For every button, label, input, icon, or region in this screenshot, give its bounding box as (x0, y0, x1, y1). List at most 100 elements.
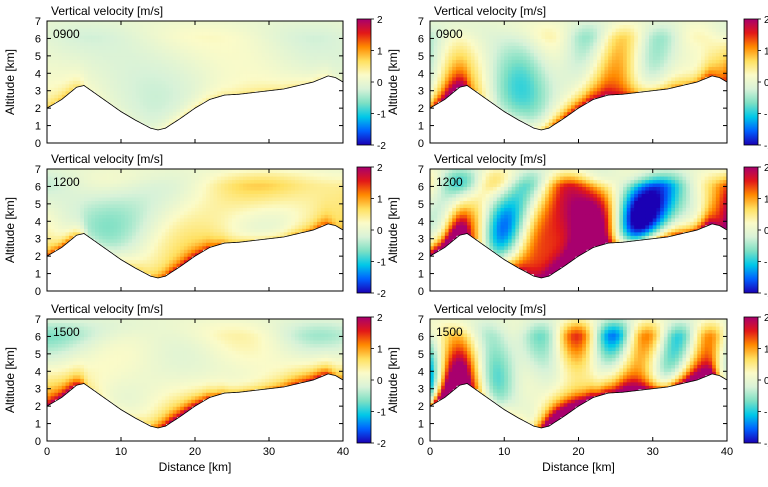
heatmap-cell (515, 38, 520, 43)
heatmap-cell (287, 55, 292, 60)
heatmap-cell (91, 87, 96, 92)
heatmap-cell (269, 76, 274, 81)
heatmap-cell (246, 76, 252, 81)
heatmap-cell (69, 235, 74, 240)
heatmap-cell (154, 115, 159, 120)
heatmap-cell (235, 69, 240, 74)
heatmap-cell (132, 242, 137, 247)
heatmap-cell (158, 193, 163, 198)
heatmap-cell (91, 41, 96, 46)
heatmap-cell (437, 31, 442, 36)
heatmap-cell (496, 24, 502, 29)
heatmap-cell (600, 55, 606, 60)
heatmap-cell (58, 27, 63, 33)
heatmap-cell (261, 41, 266, 46)
heatmap-cell (541, 94, 546, 99)
heatmap-cell (589, 62, 594, 67)
heatmap-cell (213, 228, 218, 233)
heatmap-cell (106, 175, 111, 181)
heatmap-cell (294, 45, 300, 50)
heatmap-cell (637, 59, 643, 64)
heatmap-cell (437, 41, 442, 46)
heatmap-cell (444, 41, 450, 46)
heatmap-cell (265, 76, 270, 81)
heatmap-cell (522, 55, 528, 60)
heatmap-cell (61, 90, 67, 95)
heatmap-cell (294, 21, 300, 26)
heatmap-cell (143, 179, 148, 184)
heatmap-cell (128, 73, 133, 78)
heatmap-cell (530, 104, 535, 109)
heatmap-cell (69, 217, 74, 222)
heatmap-cell (597, 38, 602, 43)
heatmap-cell (146, 24, 152, 29)
heatmap-cell (121, 193, 126, 198)
heatmap-cell (143, 245, 148, 250)
heatmap-cell (206, 228, 211, 233)
heatmap-cell (339, 62, 343, 67)
heatmap-cell (106, 214, 111, 219)
heatmap-cell (195, 87, 200, 92)
heatmap-cell (533, 125, 539, 130)
heatmap-cell (202, 31, 207, 36)
heatmap-cell (217, 45, 222, 50)
heatmap-cell (232, 203, 237, 208)
heatmap-cell (496, 41, 502, 46)
heatmap-cell (556, 104, 561, 109)
heatmap-cell (165, 122, 170, 127)
heatmap-cell (630, 31, 635, 36)
heatmap-cell (250, 45, 255, 50)
heatmap-cell (552, 38, 557, 43)
heatmap-cell (213, 41, 218, 46)
heatmap-cell (320, 66, 326, 71)
heatmap-cell (195, 101, 200, 106)
heatmap-cell (124, 249, 129, 254)
heatmap-cell (95, 83, 100, 88)
heatmap-cell (84, 221, 89, 226)
heatmap-cell (519, 59, 524, 64)
heatmap-cell (158, 221, 163, 226)
heatmap-cell (102, 21, 107, 26)
heatmap-cell (533, 48, 539, 53)
heatmap-cell (232, 90, 237, 95)
heatmap-cell (280, 48, 285, 53)
heatmap-cell (172, 73, 178, 78)
heatmap-cell (76, 207, 81, 212)
heatmap-cell (132, 111, 137, 116)
heatmap-cell (84, 80, 89, 85)
heatmap-cell (102, 169, 107, 174)
heatmap-cell (106, 21, 111, 26)
heatmap-cell (172, 97, 178, 102)
heatmap-cell (109, 87, 115, 92)
heatmap-cell (537, 45, 542, 50)
heatmap-cell (641, 38, 646, 43)
heatmap-cell (228, 48, 233, 53)
heatmap-cell (452, 48, 457, 53)
heatmap-cell (161, 21, 166, 26)
heatmap-cell (526, 55, 531, 60)
heatmap-cell (530, 55, 535, 60)
heatmap-cell (489, 62, 494, 67)
heatmap-cell (675, 38, 680, 43)
heatmap-cell (132, 179, 137, 184)
heatmap-cell (150, 97, 155, 102)
heatmap-cell (708, 62, 713, 67)
heatmap-cell (228, 231, 233, 236)
heatmap-cell (69, 38, 74, 43)
heatmap-cell (58, 203, 63, 208)
heatmap-cell (187, 90, 192, 95)
heatmap-cell (652, 87, 658, 92)
heatmap-cell (121, 224, 126, 229)
heatmap-cell (72, 76, 78, 81)
heatmap-cell (541, 24, 546, 29)
heatmap-cell (54, 94, 59, 99)
heatmap-cell (213, 66, 218, 71)
heatmap-cell (441, 34, 446, 40)
heatmap-cell (533, 21, 539, 26)
heatmap-cell (161, 221, 166, 226)
heatmap-cell (287, 24, 292, 29)
heatmap-cell (339, 31, 343, 36)
heatmap-cell (220, 66, 226, 71)
heatmap-cell (232, 231, 237, 236)
heatmap-cell (585, 59, 591, 64)
